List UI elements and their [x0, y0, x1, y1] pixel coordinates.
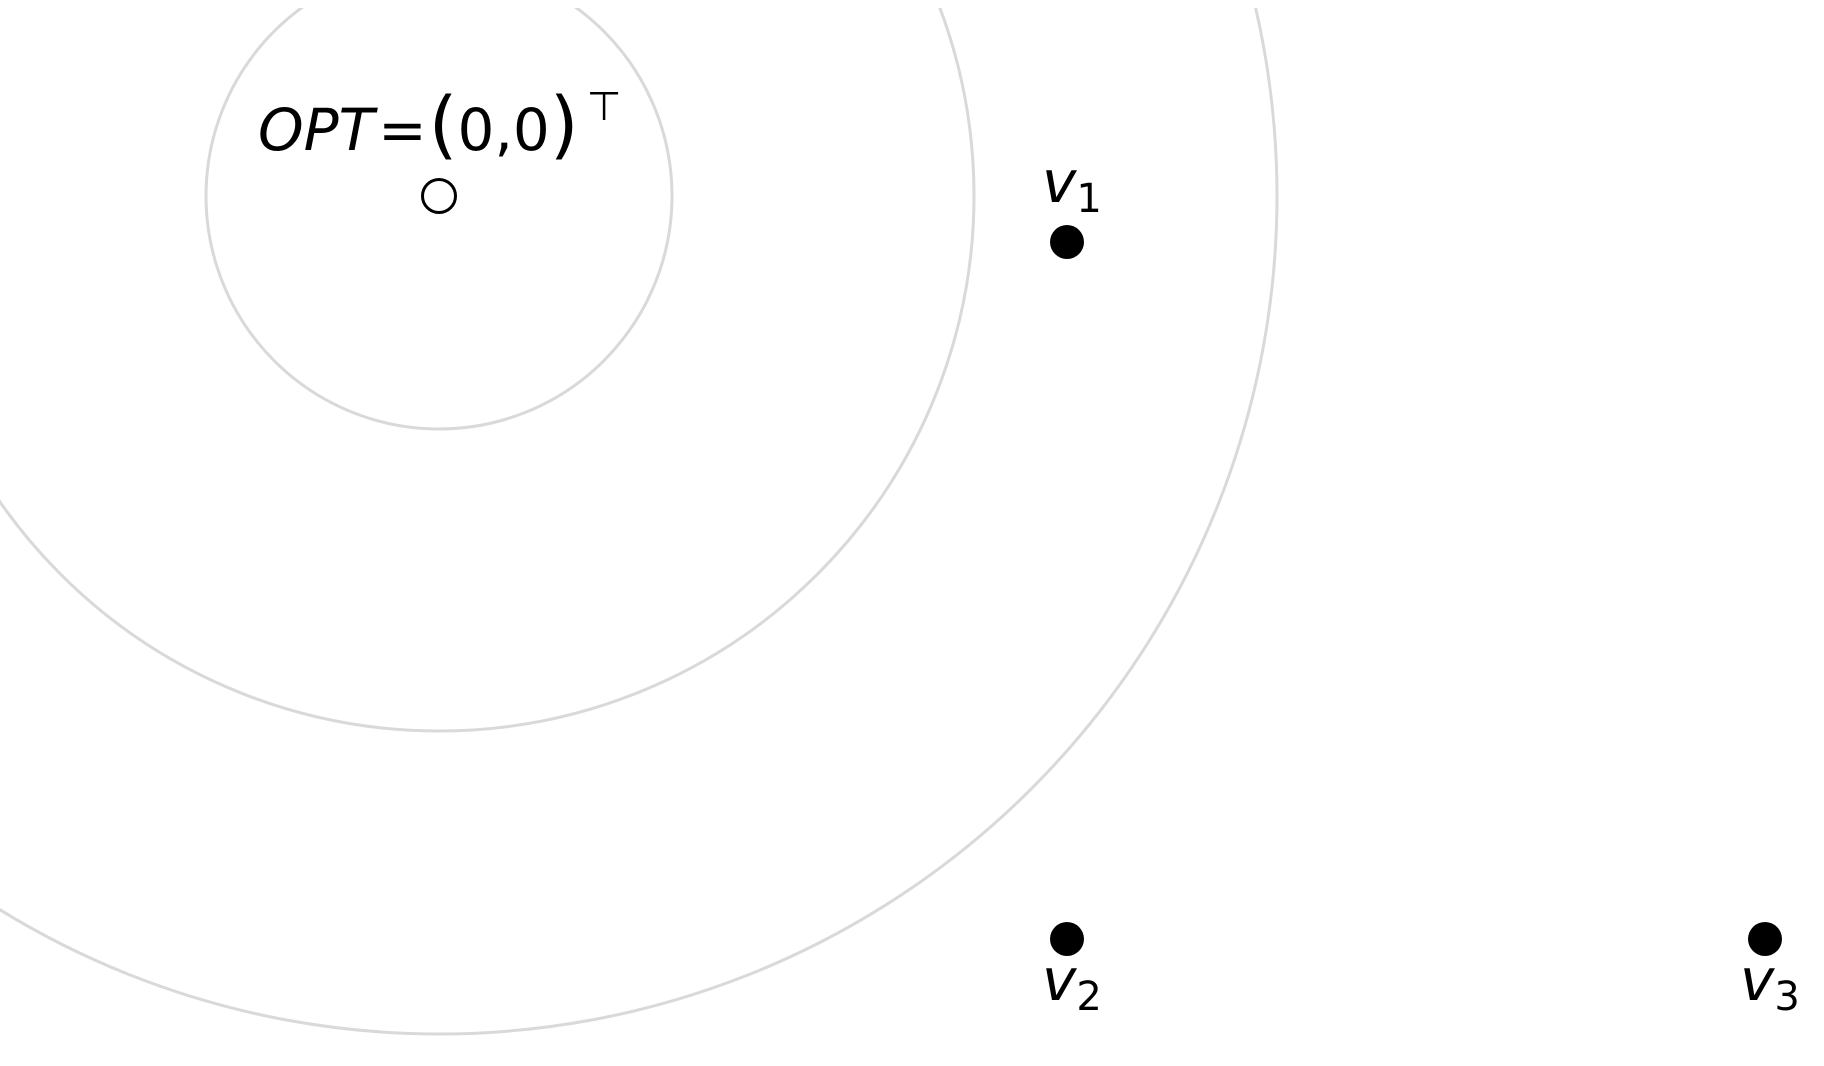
opt-open-paren: ( [429, 82, 458, 168]
opt-coords: 0,0 [458, 96, 550, 164]
vertex-v1-index: 1 [1076, 176, 1101, 222]
opt-close-paren: ) [550, 82, 579, 168]
vertex-v3: v3 [1740, 922, 1800, 1020]
opt-transpose: ⊤ [587, 84, 622, 130]
contour-outer [0, 8, 1279, 1036]
optimum-label: OPT=(0,0) ⊤ [258, 82, 622, 168]
contour-group [0, 8, 1279, 1036]
vertex-v3-point [1748, 922, 1782, 956]
optimum-marker [421, 178, 457, 214]
vertex-v3-label: v3 [1740, 946, 1800, 1020]
contour-inner [204, 8, 674, 431]
vertex-v2-point [1050, 922, 1084, 956]
vertex-v1: v1 [1042, 148, 1102, 259]
vertex-v1-label: v1 [1042, 148, 1102, 222]
vertex-v2-index: 2 [1076, 974, 1101, 1020]
vertex-v1-base: v [1042, 148, 1078, 216]
vertex-v2: v2 [1042, 922, 1102, 1020]
vertex-v3-base: v [1740, 946, 1776, 1014]
opt-equals: = [378, 96, 427, 164]
optimum-group: OPT=(0,0) ⊤ [258, 82, 622, 214]
opt-name: OPT [258, 96, 379, 164]
vertex-v3-index: 3 [1774, 974, 1799, 1020]
vertex-v2-base: v [1042, 946, 1078, 1014]
vertex-v1-point [1050, 225, 1084, 259]
contour-middle [0, 8, 976, 733]
vertex-v2-label: v2 [1042, 946, 1102, 1020]
